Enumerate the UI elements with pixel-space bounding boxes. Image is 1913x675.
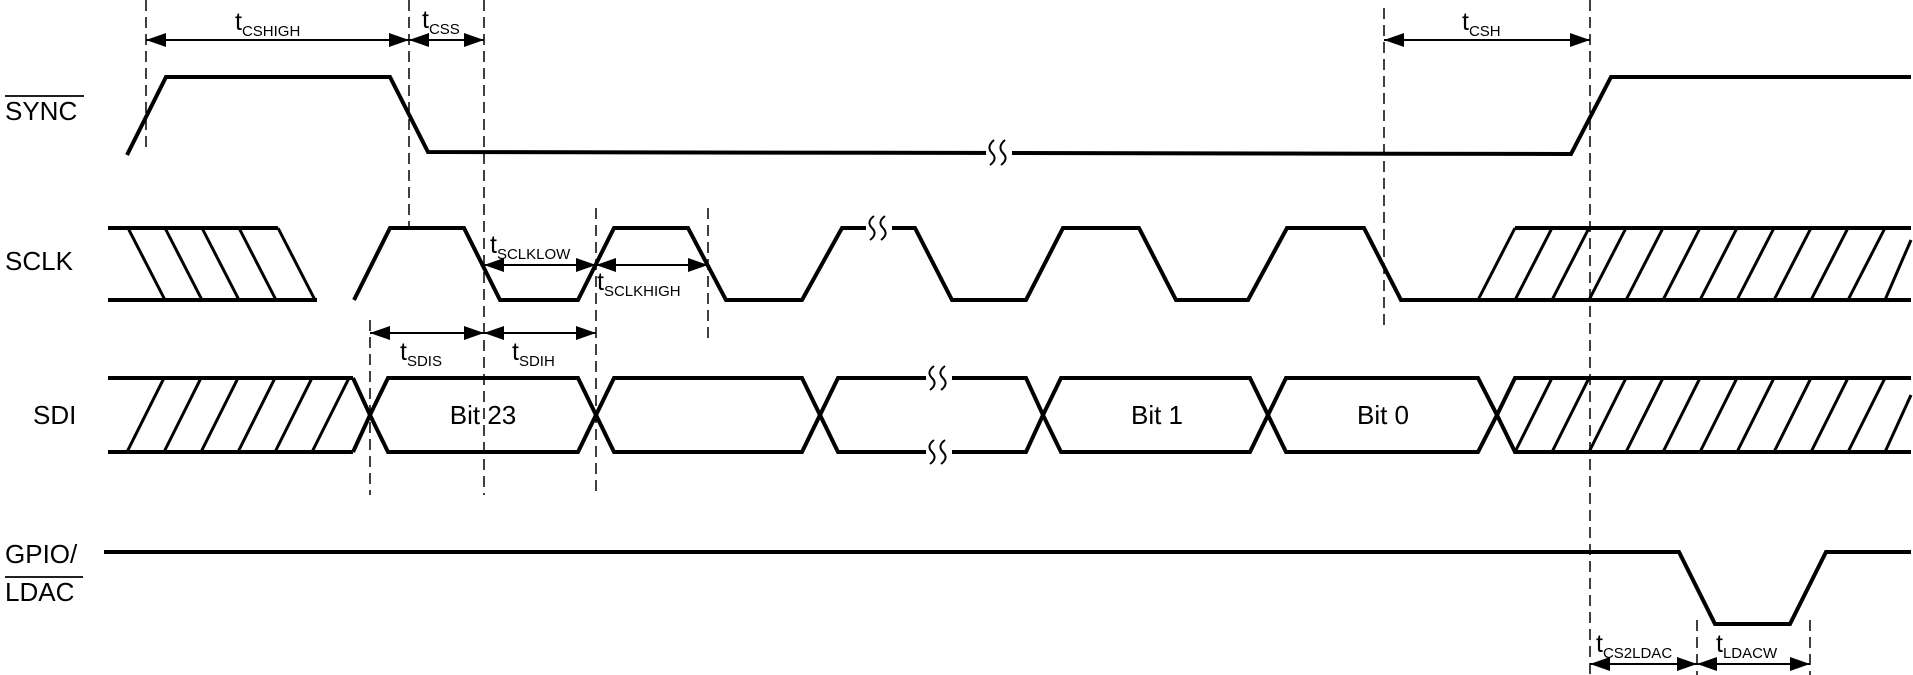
tcss-label: tCSS: [422, 6, 460, 38]
sclk-label: SCLK: [5, 246, 74, 276]
sync-break-icon: [986, 138, 1012, 166]
sclk-hatch-left: [126, 227, 317, 301]
sclk-pulses: [352, 226, 1500, 302]
tsdis-label: tSDIS: [400, 338, 442, 370]
tcsh-label: tCSH: [1462, 8, 1501, 40]
ldac-label: LDAC: [5, 577, 74, 607]
sdi-hatch-left: [125, 377, 351, 453]
sdi-label: SDI: [33, 400, 76, 430]
sdi-waveform: Bit 23 Bit 1 Bit 0: [108, 364, 1913, 466]
tcsh-arrow: [1384, 33, 1590, 47]
tsdih-label: tSDIH: [512, 338, 555, 370]
sync-label: SYNC: [5, 96, 77, 126]
bit-1-label: Bit 1: [1131, 400, 1183, 430]
sclk-break-icon: [866, 214, 892, 242]
timing-labels: tCSHIGH tCSS tCSH tSCLKLOW tSCLKHIGH tSD…: [235, 6, 1778, 662]
sync-line: [125, 75, 1911, 157]
tldacw-arrow: [1697, 657, 1810, 671]
tsdih-arrow: [484, 326, 596, 340]
tcs2ldac-arrow: [1590, 657, 1697, 671]
tsclklow-arrow: [484, 258, 596, 272]
sclk-waveform: [108, 214, 1913, 302]
tcss-arrow: [409, 33, 484, 47]
sdi-hatch-right: [1513, 377, 1913, 453]
sclk-hatch-right: [1476, 227, 1913, 301]
tldacw-label: tLDACW: [1716, 630, 1778, 662]
tcshigh-arrow: [146, 33, 409, 47]
tcshigh-label: tCSHIGH: [235, 8, 300, 40]
tsdis-arrow: [370, 326, 484, 340]
bit-0-label: Bit 0: [1357, 400, 1409, 430]
sync-waveform: [125, 75, 1911, 166]
sdi-bus-top: [351, 376, 1911, 420]
tsclkhigh-label: tSCLKHIGH: [597, 268, 681, 300]
gpio-label: GPIO/: [5, 539, 78, 569]
sdi-break-icon: [926, 364, 952, 466]
sdi-bus-bottom: [351, 410, 1911, 454]
tsclkhigh-arrow: [596, 258, 708, 272]
bit-23-label: Bit 23: [450, 400, 517, 430]
tsclklow-label: tSCLKLOW: [490, 231, 571, 263]
timing-markers: [145, 0, 1811, 675]
ldac-waveform: [104, 550, 1911, 626]
tcs2ldac-label: tCS2LDAC: [1596, 630, 1672, 662]
signal-labels: SYNC SCLK SDI GPIO/ LDAC: [5, 95, 84, 607]
